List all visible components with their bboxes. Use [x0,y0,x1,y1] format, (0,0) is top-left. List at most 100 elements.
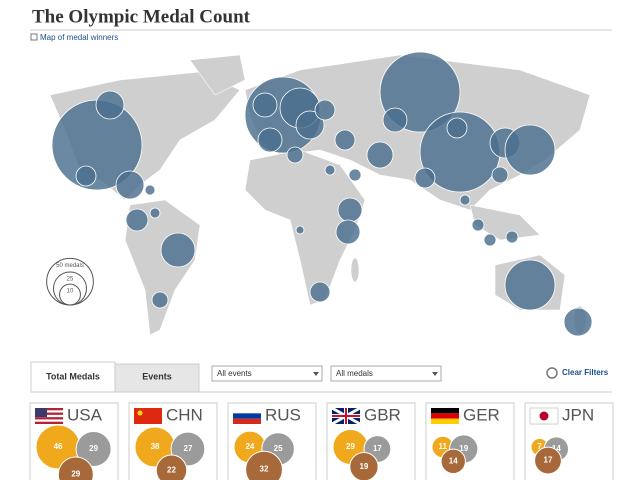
tab-label[interactable]: Total Medals [46,371,100,381]
flag [35,408,63,424]
country-cards: USA 46 29 29 CHN 38 27 22 RUS 24 25 32 GBR 29 17 19 GER 1… [29,402,614,480]
bronze-circle [440,448,466,474]
tab[interactable] [114,363,200,393]
gold-count: 38 [151,442,160,451]
tab-active[interactable] [30,361,116,393]
size-legend: 50 medals 25 10 [46,257,94,306]
map-bubble [125,208,149,232]
map-bubble [295,225,305,235]
bronze-circle [245,450,283,480]
flag [137,410,143,416]
legend-circle [59,283,81,306]
flag [233,408,261,414]
map-bubble [75,165,97,187]
silver-count: 27 [184,444,193,453]
map-bubble [295,110,325,140]
map-bubble [348,168,362,182]
flag [35,410,63,413]
gold-count: 11 [439,442,448,451]
dropdown-arrow [432,372,438,376]
bronze-count: 32 [260,465,269,474]
map-link[interactable]: Map of medal winners [40,33,118,42]
flag [431,408,459,414]
map-bubble [252,92,278,118]
map-bubble [309,281,331,303]
bronze-count: 17 [544,456,553,465]
map-bubble [324,164,336,176]
map-bubble [504,124,556,176]
map-bubble [286,146,304,164]
map-bubble [505,230,519,244]
flag [529,407,559,425]
bronze-count: 19 [359,462,368,471]
silver-count: 29 [89,444,98,453]
toggle-icon[interactable] [30,33,38,41]
tab-label[interactable]: Events [142,371,172,381]
gold-count: 7 [537,442,542,451]
bronze-circle [155,454,188,480]
map-bubble [483,233,497,247]
dropdown-label[interactable]: All events [217,369,252,378]
flag [35,419,63,422]
refresh-icon[interactable] [546,367,558,379]
map-bubble [151,291,169,309]
silver-count: 25 [274,444,283,453]
dropdown[interactable] [330,365,442,382]
flag [35,414,63,418]
gold-count: 46 [54,442,63,451]
bronze-count: 22 [167,465,176,474]
page-title: The Olympic Medal Count [32,6,251,27]
country-code: GBR [364,405,401,424]
dropdown-arrow [313,372,319,376]
flag [431,418,459,424]
map-bubble [471,218,485,232]
map-bubble [446,117,468,139]
country-code: CHN [166,405,203,424]
dropdown[interactable] [211,365,323,382]
bronze-circle [57,456,94,480]
country-code: RUS [265,405,301,424]
gold-count: 24 [245,442,254,451]
map-bubble [414,167,436,189]
silver-count: 14 [552,444,561,453]
map-bubble [366,141,394,169]
map-bubble [115,170,145,200]
map-bubble [257,127,283,153]
bronze-circle [349,452,379,480]
flag [431,413,459,419]
country-code: USA [67,405,103,424]
bronze-count: 29 [71,470,80,479]
map-bubble [491,166,509,184]
flag [539,411,549,421]
legend-label: 50 medals [56,263,84,269]
silver-count: 17 [373,444,382,453]
flag [331,406,361,426]
map-bubble [337,197,363,223]
map-bubble [144,184,156,196]
bronze-circle [534,446,562,475]
legend-label: 25 [67,277,74,283]
map-bubble [563,307,593,337]
country-code: GER [463,405,500,424]
legend-label: 10 [67,289,74,295]
country-code: JPN [562,405,594,424]
flag [233,418,261,424]
silver-circle [75,430,112,468]
map-bubble [95,90,125,120]
flag [431,408,459,424]
map-bubble [459,194,471,206]
clear-filters[interactable]: Clear Filters [562,368,609,377]
map-bubble [335,219,361,245]
map-bubble [149,207,161,219]
flag [233,408,261,424]
map-bubbles [51,51,593,337]
flag [134,408,162,424]
map-bubble [382,107,408,133]
flag [233,413,261,419]
bronze-count: 14 [449,456,458,465]
gold-count: 29 [346,442,355,451]
dropdown-label[interactable]: All medals [336,369,373,378]
map-bubble [334,129,356,151]
map-bubble [504,259,556,311]
